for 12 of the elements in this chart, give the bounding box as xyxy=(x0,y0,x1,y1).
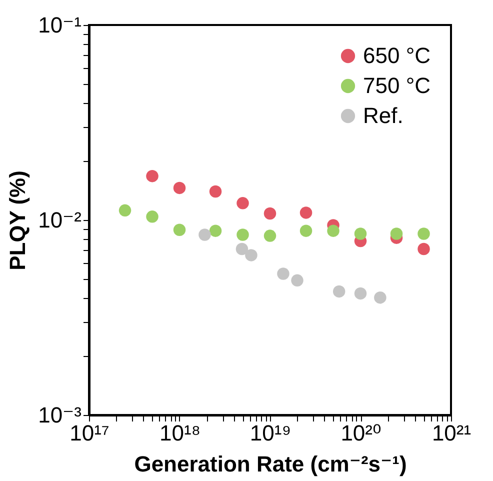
legend-label: Ref. xyxy=(363,103,404,128)
x-axis-title: Generation Rate (cm⁻²s⁻¹) xyxy=(134,452,407,476)
legend-label: 650 °C xyxy=(363,43,431,68)
x-tick-label: 10¹⁸ xyxy=(159,420,201,446)
y-tick-label: 10⁻² xyxy=(38,208,82,232)
x-tick-label: 10¹⁷ xyxy=(70,420,110,446)
legend-label: 750 °C xyxy=(363,73,431,98)
x-tick-label: 10²⁰ xyxy=(340,420,382,446)
y-axis-title: PLQY (%) xyxy=(5,170,30,270)
x-tick-label: 10²¹ xyxy=(432,420,472,446)
x-tick-label: 10¹⁹ xyxy=(250,420,292,446)
y-tick-label: 10⁻¹ xyxy=(38,12,82,38)
